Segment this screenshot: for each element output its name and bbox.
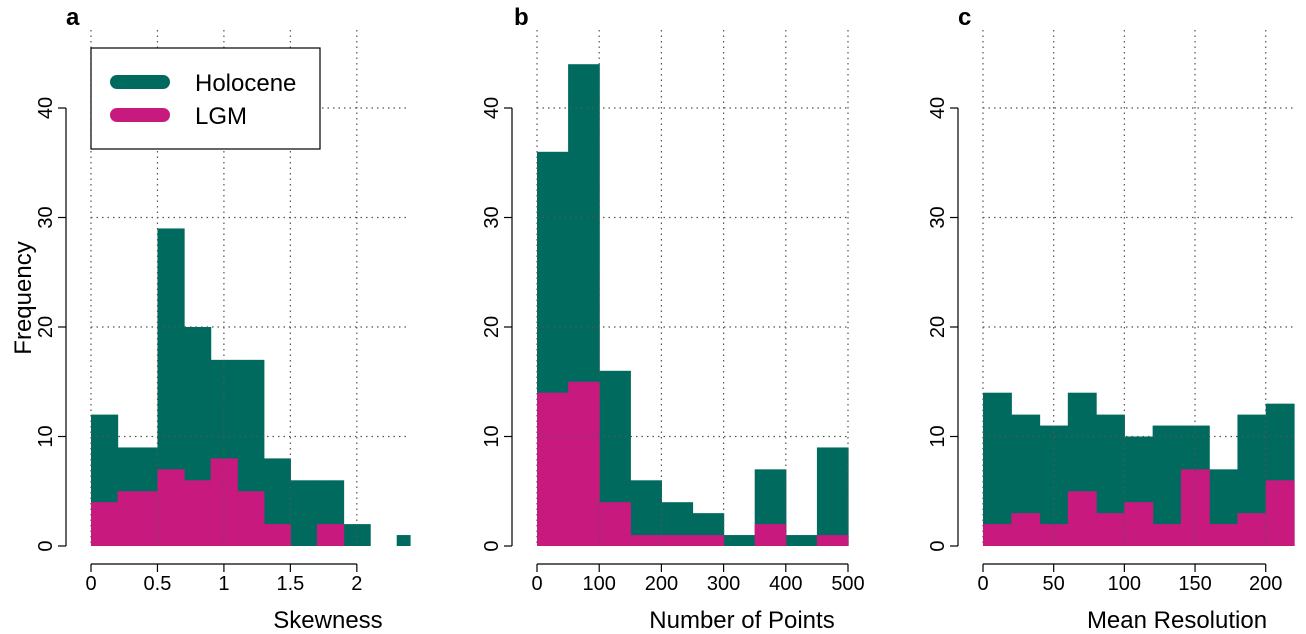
bar-lgm: [816, 535, 849, 546]
series-lgm: [537, 381, 849, 546]
series-lgm: [91, 458, 345, 546]
bar-lgm: [237, 491, 252, 546]
bar-lgm: [537, 392, 569, 546]
x-axis-label: Skewness: [273, 607, 382, 634]
y-tick-label: 30: [927, 206, 949, 228]
bar-holocene: [303, 480, 318, 546]
series-lgm: [983, 469, 1295, 546]
figure-ylabel: Frequency: [10, 241, 37, 354]
x-axis-label: Number of Points: [649, 607, 834, 634]
y-tick-label: 0: [35, 540, 57, 551]
bar-lgm: [223, 458, 238, 546]
y-tick-label: 20: [927, 316, 949, 338]
bar-lgm: [1180, 469, 1210, 546]
y-tick-label: 40: [481, 97, 503, 119]
x-tick-label: 0.5: [144, 573, 172, 595]
bar-lgm: [330, 524, 345, 546]
y-tick-label: 0: [927, 540, 949, 551]
x-tick-label: 100: [1108, 573, 1141, 595]
y-tick-label: 40: [35, 97, 57, 119]
bar-holocene: [343, 524, 358, 546]
x-tick-label: 200: [645, 573, 678, 595]
bar-lgm: [599, 502, 631, 546]
x-tick-label: 1.5: [276, 573, 304, 595]
x-tick-label: 150: [1178, 573, 1211, 595]
legend-label-lgm: LGM: [195, 103, 247, 130]
bar-lgm: [1209, 524, 1239, 546]
bar-holocene: [983, 392, 1012, 546]
panel-label-b: b: [514, 4, 529, 31]
bar-holocene: [396, 535, 411, 546]
bar-holocene: [170, 228, 185, 546]
bar-holocene: [157, 228, 172, 546]
panel-label-a: a: [66, 4, 80, 31]
bar-holocene: [785, 535, 818, 546]
x-tick-label: 200: [1249, 573, 1282, 595]
bar-lgm: [130, 491, 145, 546]
y-tick-label: 10: [481, 425, 503, 447]
legend-label-holocene: Holocene: [195, 70, 296, 97]
bar-lgm: [1124, 502, 1154, 546]
x-tick-label: 100: [583, 573, 616, 595]
bar-lgm: [117, 491, 132, 546]
bar-lgm: [692, 535, 725, 546]
bar-holocene: [816, 447, 849, 546]
y-tick-label: 20: [481, 316, 503, 338]
x-tick-label: 0: [531, 573, 542, 595]
y-tick-label: 20: [35, 316, 57, 338]
legend-box: [90, 47, 321, 150]
bar-lgm: [1265, 480, 1295, 546]
y-tick-label: 30: [481, 206, 503, 228]
bar-lgm: [1237, 513, 1267, 546]
bar-lgm: [630, 535, 662, 546]
bar-holocene: [356, 524, 371, 546]
bar-lgm: [661, 535, 694, 546]
bar-lgm: [184, 480, 198, 546]
bar-lgm: [197, 480, 212, 546]
bar-lgm: [1039, 524, 1069, 546]
x-tick-label: 500: [831, 573, 864, 595]
panel-label-c: c: [958, 4, 971, 31]
bar-lgm: [316, 524, 331, 546]
bar-holocene: [723, 535, 756, 546]
x-tick-label: 1: [218, 573, 229, 595]
bar-lgm: [91, 502, 105, 546]
bar-lgm: [250, 491, 265, 546]
y-tick-label: 0: [481, 540, 503, 551]
bar-lgm: [1067, 491, 1097, 546]
y-tick-label: 10: [927, 425, 949, 447]
x-tick-label: 0: [85, 573, 96, 595]
bar-lgm: [1152, 524, 1182, 546]
bar-lgm: [157, 469, 172, 546]
x-tick-label: 0: [977, 573, 988, 595]
bar-lgm: [1011, 513, 1041, 546]
y-tick-label: 10: [35, 425, 57, 447]
x-tick-label: 300: [707, 573, 740, 595]
x-tick-label: 400: [769, 573, 802, 595]
bar-lgm: [754, 524, 787, 546]
bar-lgm: [210, 458, 225, 546]
x-tick-label: 2: [351, 573, 362, 595]
y-tick-label: 30: [35, 206, 57, 228]
bar-lgm: [104, 502, 119, 546]
x-tick-label: 50: [1043, 573, 1065, 595]
legend: Holocene LGM: [90, 47, 321, 150]
bar-lgm: [983, 524, 1012, 546]
bar-lgm: [277, 524, 291, 546]
bar-lgm: [568, 381, 600, 546]
panel-a: a 0 10 20 30 40 0 0.5 1 1.5 2 Skewness: [35, 4, 411, 634]
bar-lgm: [263, 524, 278, 546]
panel-c: c 0 10 20 30 40 0 50 100 150 200 Mean Resolution: [927, 4, 1295, 634]
bar-lgm: [1096, 513, 1125, 546]
bar-lgm: [144, 491, 159, 546]
bar-lgm: [170, 469, 185, 546]
x-axis-label: Mean Resolution: [1087, 607, 1267, 634]
y-tick-label: 40: [927, 97, 949, 119]
bar-holocene: [290, 480, 305, 546]
